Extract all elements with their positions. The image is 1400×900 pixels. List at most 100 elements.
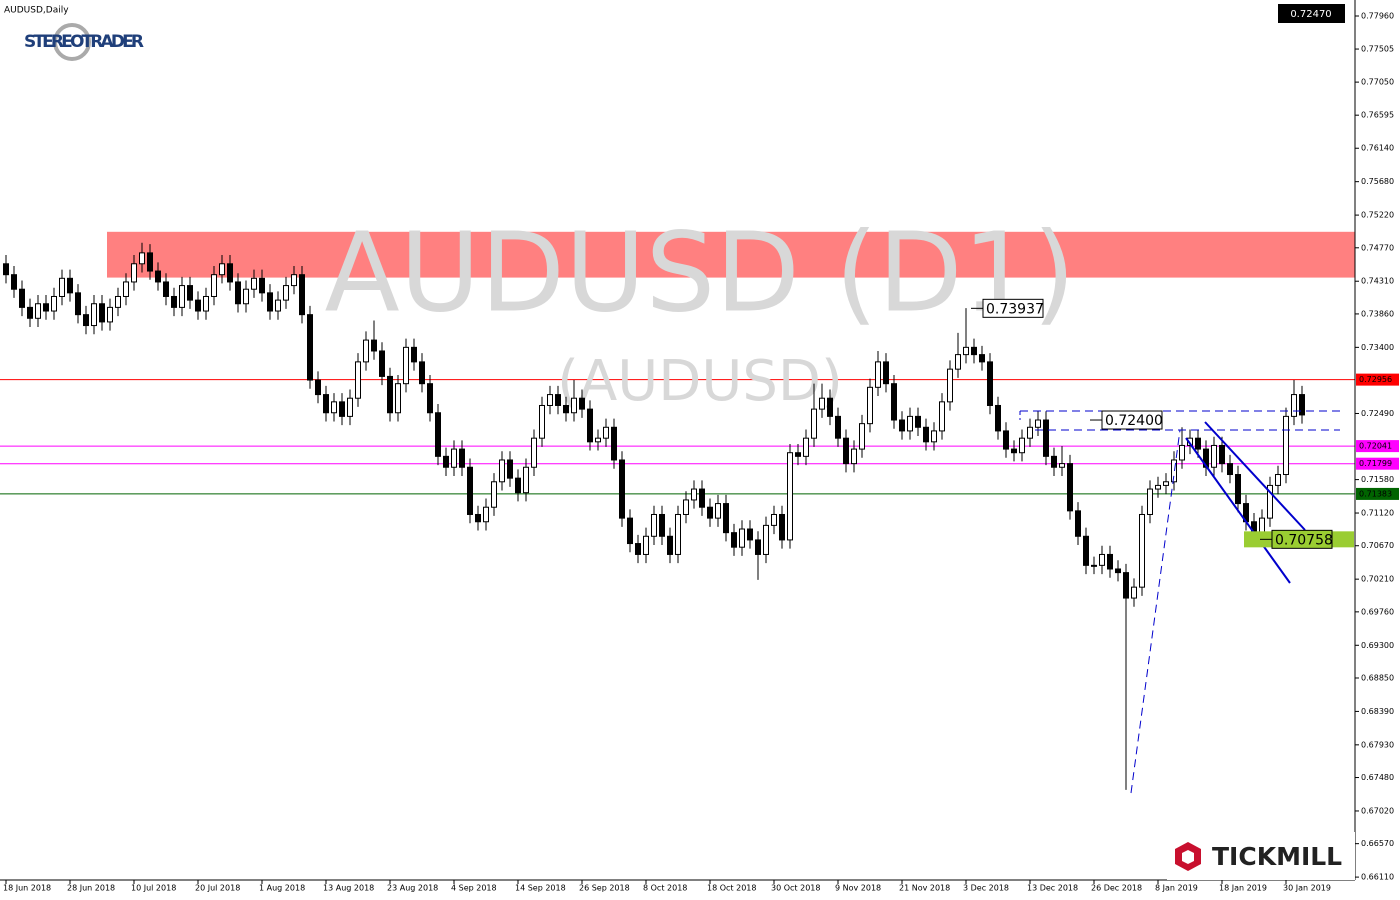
y-tick-label: 0.67930 [1361,740,1394,749]
candle-body [987,361,993,406]
y-tick-label: 0.66570 [1361,839,1394,848]
candle-body [619,459,625,519]
candle-body [587,408,593,443]
candle-body [483,506,489,523]
y-tick-label: 0.75680 [1361,177,1394,186]
candle-body [267,292,273,312]
candle-body [1275,474,1281,486]
candle-body [323,394,329,414]
current-price-label: 0.72470 [1290,9,1331,20]
y-tick-label: 0.69760 [1361,607,1394,616]
candle-body [779,513,785,541]
candle-body [259,277,265,294]
candle-body [875,361,881,388]
candle-body [843,437,849,465]
candle-body [475,513,481,523]
candle-body [11,274,17,290]
candle-body [883,361,889,385]
channel-line [1185,437,1291,584]
candle-body [1027,426,1033,439]
candle-body [1267,484,1273,519]
candle-body [995,404,1001,432]
candle-body [219,263,225,276]
candle-body [1123,572,1129,599]
y-tick-label: 0.67480 [1361,773,1394,782]
candle-body [1107,553,1113,570]
x-tick-label: 3 Dec 2018 [963,884,1009,893]
candle-body [907,415,913,432]
candle-body [1019,437,1025,454]
candle-body [939,401,945,432]
candle-body [731,532,737,548]
x-tick-label: 8 Jan 2019 [1155,884,1198,893]
candle-body [851,448,857,465]
logo-ring [53,23,91,61]
source-logo: STEREOTRADER [24,23,144,61]
candle-body [443,455,449,468]
channel-line [1204,421,1306,531]
candle-body [835,415,841,439]
candle-body [387,375,393,414]
candle-body [1043,419,1049,457]
candle-body [675,513,681,555]
candle-body [1211,444,1217,468]
candle-body [1219,444,1225,465]
annotation-label: 0.73937 [986,301,1044,317]
y-tick-label: 0.66110 [1361,873,1394,882]
y-tick-label: 0.76140 [1361,144,1394,153]
candle-body [739,528,745,548]
candle-body [923,426,929,443]
candle-body [1163,481,1169,486]
level-label-box [1356,457,1399,470]
candle-body [859,423,865,450]
level-label-box [1356,440,1399,453]
candle-body [1115,568,1121,574]
candle-body [1011,448,1017,454]
candle-body [171,295,177,308]
candle-body [1179,444,1185,461]
logo-mark [1182,850,1194,864]
candle-body [123,281,129,297]
x-tick-label: 28 Jun 2018 [67,884,115,893]
y-tick-label: 0.77960 [1361,11,1394,20]
candle-body [651,513,657,537]
candle-body [547,394,553,406]
candle-body [187,285,193,301]
candle-body [563,404,569,414]
candle-body [1131,586,1137,599]
y-tick-label: 0.77505 [1361,45,1394,54]
candle-body [715,503,721,519]
candle-body [1259,517,1265,534]
watermark: AUDUSD (D1) [325,208,1076,336]
y-tick-label: 0.69300 [1361,641,1394,650]
candle-body [3,263,9,276]
candle-body [1195,437,1201,450]
x-tick-label: 1 Aug 2018 [259,884,305,893]
x-tick-label: 26 Sep 2018 [579,884,630,893]
trend-lines [1019,410,1345,794]
candle-body [1051,455,1057,468]
candle-body [299,274,305,316]
candle-body [1099,553,1105,566]
candle-body [179,285,185,308]
level-label: 0.72041 [1359,442,1392,451]
candle-body [291,274,297,287]
level-label-box [1356,487,1399,500]
candle-body [1035,419,1041,428]
candle-body [395,383,401,414]
candle-body [419,361,425,385]
candle-body [83,314,89,327]
candle-body [539,404,545,439]
annotation-label: 0.70758 [1275,532,1333,548]
candle-body [611,426,617,461]
candle-body [971,346,977,356]
candle-body [635,543,641,555]
candle-body [643,535,649,555]
candle-body [1283,415,1289,476]
candle-body [691,488,697,501]
candle-body [683,499,689,515]
candle-body [379,350,385,377]
candle-body [1171,459,1177,483]
current-price-box [1278,4,1345,23]
